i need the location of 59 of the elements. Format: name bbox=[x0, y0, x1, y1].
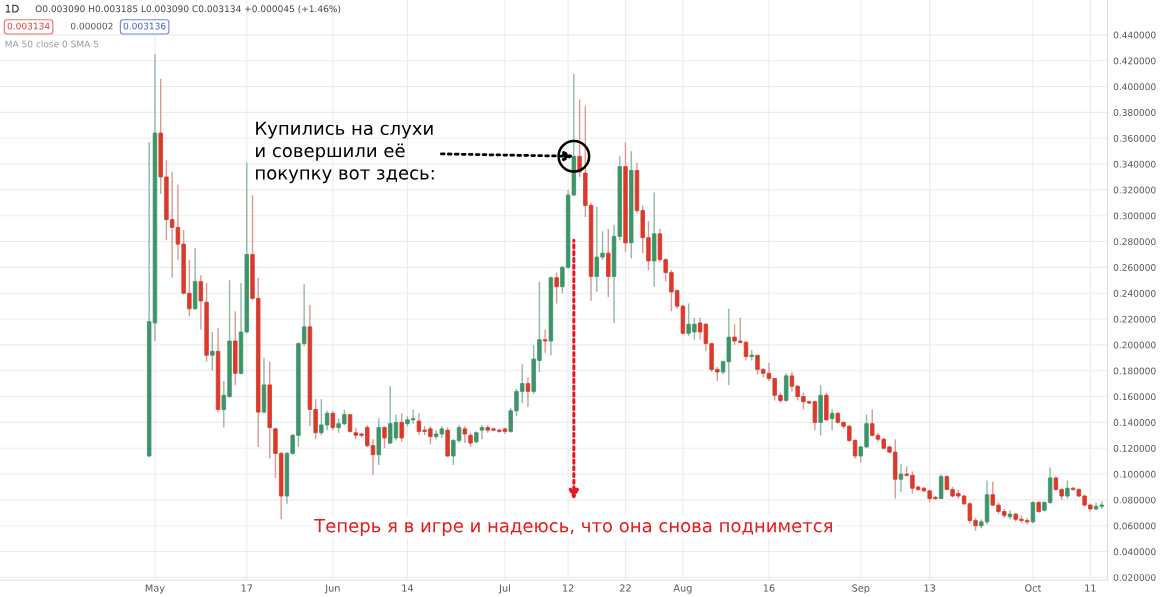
candlestick bbox=[829, 408, 835, 431]
y-tick-label: 0.420000 bbox=[1113, 57, 1156, 65]
x-tick-label: Aug bbox=[673, 584, 692, 594]
y-tick-label: 0.140000 bbox=[1113, 419, 1156, 426]
y-tick-label: 0.320000 bbox=[1113, 186, 1156, 194]
candlestick bbox=[554, 271, 559, 305]
y-tick-label: 0.280000 bbox=[1113, 238, 1156, 246]
annotation: 0.003136 bbox=[123, 22, 166, 30]
annotation: Теперь я в игре и надеюсь, что она снова поднимется bbox=[314, 519, 832, 536]
candlestick bbox=[577, 98, 582, 178]
x-tick-label: 12 bbox=[563, 584, 574, 592]
candlestick bbox=[542, 328, 548, 354]
candlestick bbox=[330, 410, 336, 431]
y-tick-label: 0.120000 bbox=[1113, 444, 1156, 452]
x-tick-label: Jun bbox=[324, 584, 340, 594]
x-tick-label: 17 bbox=[241, 584, 253, 592]
y-tick-label: 0.300000 bbox=[1113, 212, 1156, 220]
y-tick-label: 0.080000 bbox=[1113, 496, 1156, 504]
candlestick bbox=[210, 331, 215, 372]
y-tick-label: 0.020000 bbox=[1113, 574, 1156, 581]
annotation: O0.003090 H0.003185 L0.003090 C0.003134 +0.000045 (+1.46%) bbox=[35, 5, 341, 14]
y-tick-label: 0.340000 bbox=[1113, 160, 1156, 168]
candlestick bbox=[347, 413, 353, 434]
y-tick-label: 0.400000 bbox=[1113, 83, 1156, 91]
x-tick-label: 14 bbox=[402, 584, 414, 592]
candlestick bbox=[479, 424, 485, 440]
annotation: 0.003134 bbox=[7, 22, 50, 30]
candlestick bbox=[606, 227, 611, 298]
y-tick-label: 0.060000 bbox=[1113, 522, 1156, 530]
x-tick-label: May bbox=[145, 584, 165, 594]
y-tick-label: 0.180000 bbox=[1113, 367, 1156, 375]
y-tick-label: 0.240000 bbox=[1113, 289, 1156, 297]
y-tick-label: 0.440000 bbox=[1113, 31, 1156, 39]
chart-title: 1D bbox=[5, 4, 19, 13]
x-tick-label: 16 bbox=[763, 584, 775, 592]
x-tick-label: 11 bbox=[1085, 584, 1096, 592]
y-tick-label: 0.100000 bbox=[1113, 470, 1156, 478]
candlestick bbox=[525, 376, 531, 408]
y-tick-label: 0.260000 bbox=[1113, 264, 1156, 271]
y-tick-label: 0.040000 bbox=[1113, 548, 1156, 556]
y-tick-label: 0.220000 bbox=[1113, 315, 1156, 323]
candlestick bbox=[198, 274, 204, 331]
annotation: 0.000002 bbox=[70, 22, 113, 30]
y-tick-label: 0.380000 bbox=[1113, 109, 1156, 116]
candlestick bbox=[382, 425, 387, 449]
annotation: Купились на слухи и совершили её покупку вот здесь: bbox=[256, 121, 434, 184]
x-tick-label: Sep bbox=[852, 584, 870, 594]
candlestick bbox=[1065, 479, 1070, 500]
candlestick bbox=[399, 412, 404, 443]
y-tick-label: 0.360000 bbox=[1113, 134, 1156, 142]
x-tick-label: Oct bbox=[1025, 584, 1042, 592]
x-tick-label: Jul bbox=[498, 584, 510, 594]
x-tick-label: 13 bbox=[924, 584, 936, 592]
annotation: MA 50 close 0 SMA 5 bbox=[5, 40, 99, 48]
y-tick-label: 0.200000 bbox=[1113, 341, 1156, 349]
candlestick bbox=[938, 473, 944, 500]
y-tick-label: 0.160000 bbox=[1113, 393, 1156, 401]
x-tick-label: 22 bbox=[620, 584, 631, 592]
candlestick bbox=[898, 463, 904, 493]
